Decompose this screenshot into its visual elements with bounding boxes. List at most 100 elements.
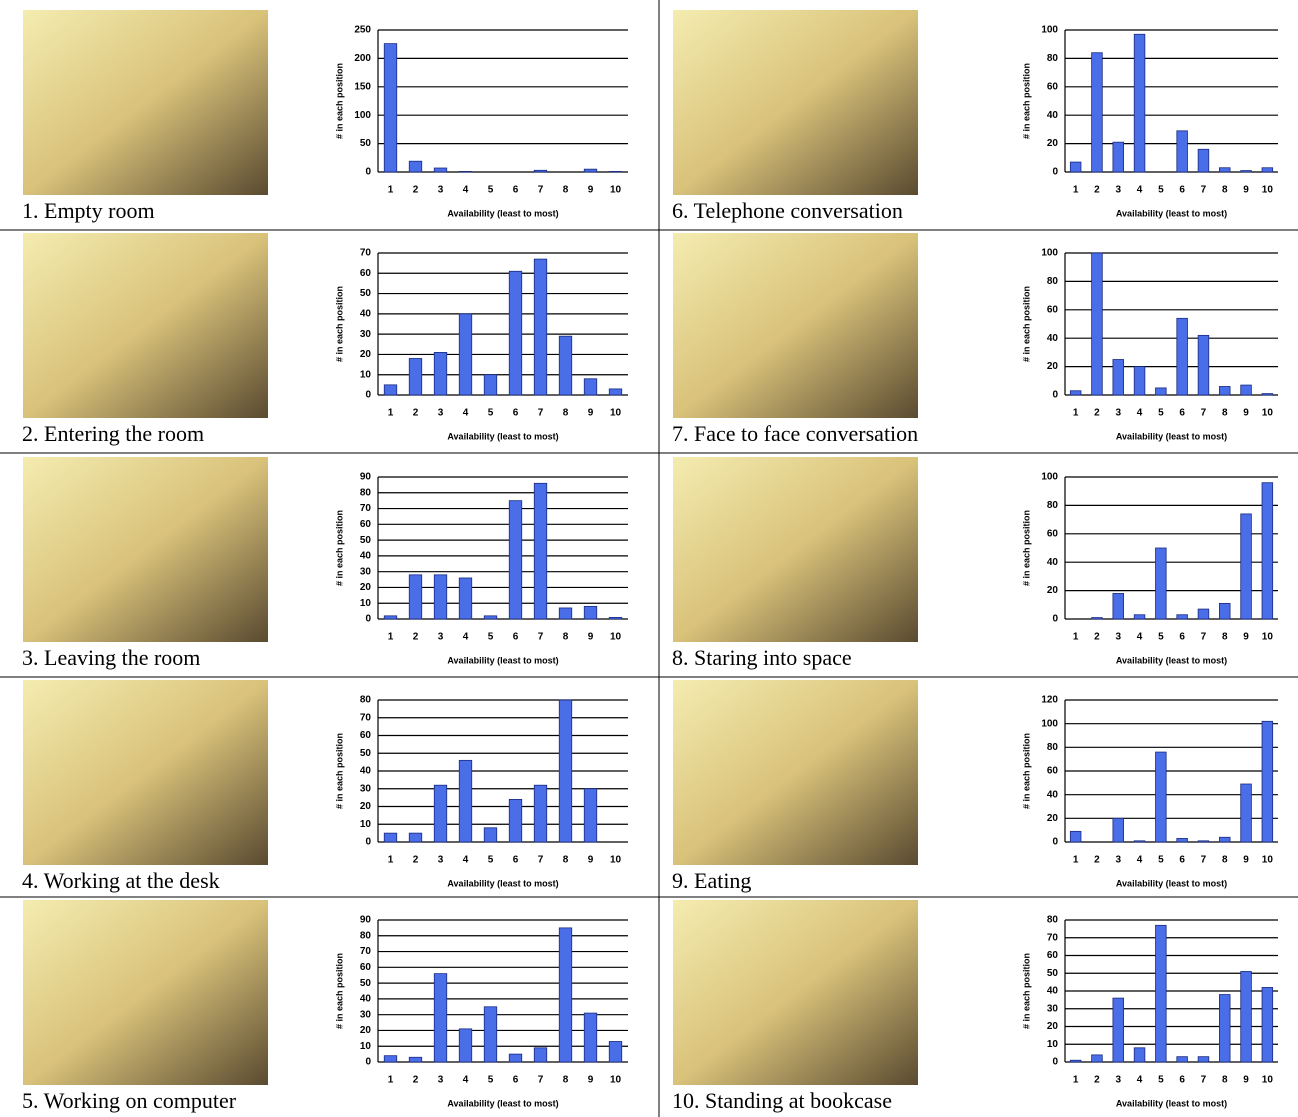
bar (1134, 841, 1145, 842)
y-tick-label: 60 (360, 962, 372, 973)
y-tick-label: 60 (1047, 950, 1059, 961)
y-axis-label: # in each position (1021, 63, 1031, 139)
x-tick-label: 7 (1201, 1075, 1207, 1086)
y-tick-label: 20 (1047, 138, 1059, 149)
x-tick-label: 1 (1073, 1075, 1079, 1086)
x-tick-label: 10 (610, 632, 622, 643)
y-tick-label: 0 (365, 1057, 371, 1068)
x-tick-label: 4 (1137, 855, 1143, 866)
y-tick-label: 40 (360, 551, 372, 562)
bar (1177, 615, 1188, 619)
y-tick-label: 0 (1052, 1057, 1058, 1068)
photo (673, 680, 918, 865)
bar (1241, 514, 1252, 619)
bar (534, 785, 547, 842)
bar (384, 616, 397, 619)
x-tick-label: 2 (413, 185, 419, 196)
bar (459, 760, 472, 842)
y-axis-label: # in each position (334, 733, 344, 809)
x-tick-label: 2 (1094, 408, 1100, 419)
x-tick-label: 8 (563, 408, 569, 419)
y-tick-label: 20 (360, 582, 372, 593)
x-tick-label: 9 (588, 855, 594, 866)
bar (534, 259, 547, 395)
x-tick-label: 3 (1115, 632, 1121, 643)
x-tick-label: 8 (563, 855, 569, 866)
x-tick-label: 3 (1115, 1075, 1121, 1086)
caption: 3. Leaving the room (22, 645, 200, 670)
x-tick-label: 10 (1262, 408, 1274, 419)
y-tick-label: 30 (360, 1009, 372, 1020)
bar (584, 789, 597, 842)
y-tick-label: 40 (1047, 557, 1059, 568)
bar (409, 833, 422, 842)
y-tick-label: 60 (1047, 81, 1059, 92)
bar (1198, 1057, 1209, 1062)
photo (673, 233, 918, 418)
bar (609, 389, 622, 395)
bar (434, 168, 447, 172)
bar (1113, 142, 1124, 172)
y-tick-label: 100 (1041, 25, 1058, 36)
x-tick-label: 9 (1243, 1075, 1249, 1086)
x-tick-label: 4 (1137, 408, 1143, 419)
x-tick-label: 5 (1158, 1075, 1164, 1086)
y-tick-label: 10 (1047, 1039, 1059, 1050)
x-tick-label: 3 (1115, 185, 1121, 196)
x-tick-label: 7 (1201, 185, 1207, 196)
bar (1113, 593, 1124, 619)
y-tick-label: 50 (360, 535, 372, 546)
x-tick-label: 2 (1094, 855, 1100, 866)
y-tick-label: 20 (1047, 361, 1059, 372)
x-tick-label: 1 (1073, 185, 1079, 196)
x-tick-label: 3 (438, 1075, 444, 1086)
bar (509, 1054, 522, 1062)
x-tick-label: 8 (563, 1075, 569, 1086)
bar (1198, 149, 1209, 172)
caption: 10. Standing at bookcase (672, 1088, 892, 1113)
bar (1262, 721, 1273, 842)
bar (1177, 318, 1188, 395)
bar (509, 271, 522, 395)
bar (609, 171, 622, 172)
x-axis-label: Availability (least to most) (447, 878, 558, 888)
y-tick-label: 250 (354, 25, 371, 36)
bar (1262, 168, 1273, 172)
y-tick-label: 0 (1052, 614, 1058, 625)
x-tick-label: 6 (513, 632, 519, 643)
y-tick-label: 40 (1047, 110, 1059, 121)
bar (1241, 784, 1252, 842)
y-tick-label: 200 (354, 53, 371, 64)
bar (1262, 394, 1273, 395)
y-tick-label: 50 (1047, 968, 1059, 979)
x-tick-label: 3 (438, 185, 444, 196)
bar (1092, 53, 1103, 172)
y-tick-label: 50 (360, 288, 372, 299)
y-axis-label: # in each position (334, 510, 344, 586)
page: 1. Empty room050100150200250# in each po… (0, 0, 1298, 1117)
caption: 6. Telephone conversation (672, 198, 903, 223)
y-tick-label: 40 (360, 766, 372, 777)
caption: 5. Working on computer (22, 1088, 237, 1113)
x-tick-label: 4 (1137, 632, 1143, 643)
x-tick-label: 5 (1158, 185, 1164, 196)
y-tick-label: 0 (1052, 390, 1058, 401)
x-tick-label: 4 (1137, 185, 1143, 196)
x-tick-label: 10 (1262, 1075, 1274, 1086)
y-tick-label: 20 (360, 349, 372, 360)
x-axis-label: Availability (least to most) (1116, 878, 1227, 888)
x-tick-label: 3 (438, 855, 444, 866)
y-tick-label: 90 (360, 472, 372, 483)
y-tick-label: 40 (360, 308, 372, 319)
photo (23, 680, 268, 865)
x-axis-label: Availability (least to most) (1116, 1098, 1227, 1108)
bar (509, 501, 522, 619)
x-tick-label: 2 (1094, 1075, 1100, 1086)
x-axis-label: Availability (least to most) (447, 431, 558, 441)
bar (1113, 360, 1124, 396)
x-tick-label: 8 (1222, 185, 1228, 196)
bar (1092, 253, 1103, 395)
x-tick-label: 5 (488, 185, 494, 196)
x-tick-label: 10 (1262, 632, 1274, 643)
x-tick-label: 9 (588, 632, 594, 643)
